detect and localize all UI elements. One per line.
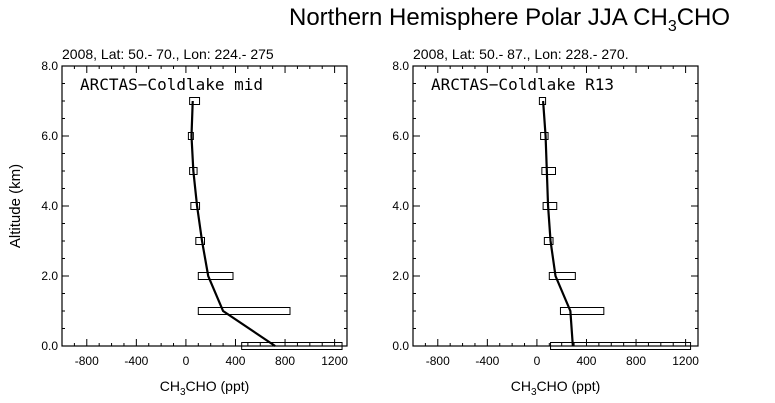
x-axis-label-part: CHO (ppt) [537,378,601,394]
x-tick-label: -800 [75,354,99,368]
panel-label: ARCTAS−Coldlake mid [80,75,263,94]
x-axis-label-subscript: 3 [531,387,537,398]
plot-frame [61,65,348,347]
x-tick-label: 1200 [321,354,348,368]
panel-label: ARCTAS−Coldlake R13 [431,75,614,94]
x-tick-label: 400 [225,354,245,368]
range-box [190,202,201,210]
range-box [241,342,343,350]
y-tick-label: 4.0 [41,199,58,213]
y-tick-label: 0.0 [392,339,409,353]
chart-subtitle: 2008, Lat: 50.- 70., Lon: 224.- 275 [62,46,274,62]
x-tick-label: 0 [534,354,541,368]
x-tick-label: 1200 [672,354,699,368]
y-tick-label: 8.0 [392,59,409,73]
chart-subtitle: 2008, Lat: 50.- 87., Lon: 228.- 270. [413,46,629,62]
y-tick-label: 2.0 [392,269,409,283]
x-axis-label-part: CH [160,378,180,394]
range-box [541,167,557,175]
range-box [197,307,291,315]
range-box [550,342,692,350]
y-tick-label: 6.0 [41,129,58,143]
x-tick-label: -800 [426,354,450,368]
range-box [542,202,558,210]
x-tick-label: 800 [626,354,646,368]
range-box [543,237,554,245]
y-tick-label: 6.0 [392,129,409,143]
chart-panel-left: 2008, Lat: 50.- 70., Lon: 224.- 275 ARCTA… [41,46,348,398]
figure-title: Northern Hemisphere Polar JJA CH3CHO [289,4,730,35]
range-box [559,307,605,315]
y-tick-label: 2.0 [41,269,58,283]
x-axis-label-subscript: 3 [180,387,186,398]
chart-panel-right: 2008, Lat: 50.- 87., Lon: 228.- 270. ARCT… [392,46,699,398]
model-profile-line [190,100,276,347]
range-box [548,272,576,280]
y-axis-label: Altitude (km) [7,164,24,248]
y-tick-label: 0.0 [41,339,58,353]
y-tick-label: 8.0 [41,59,58,73]
x-axis-label: CH3CHO (ppt) [160,378,250,398]
model-profile-line [542,100,574,347]
x-tick-label: -400 [124,354,148,368]
x-tick-label: 400 [576,354,596,368]
range-box [195,237,205,245]
range-box [189,97,201,105]
x-axis-label-part: CH [511,378,531,394]
x-axis-label-part: CHO (ppt) [186,378,250,394]
x-tick-label: 0 [183,354,190,368]
x-axis-label: CH3CHO (ppt) [511,378,601,398]
x-tick-label: 800 [275,354,295,368]
plot-frame [412,65,699,347]
range-box [197,272,234,280]
y-tick-label: 4.0 [392,199,409,213]
x-tick-label: -400 [475,354,499,368]
